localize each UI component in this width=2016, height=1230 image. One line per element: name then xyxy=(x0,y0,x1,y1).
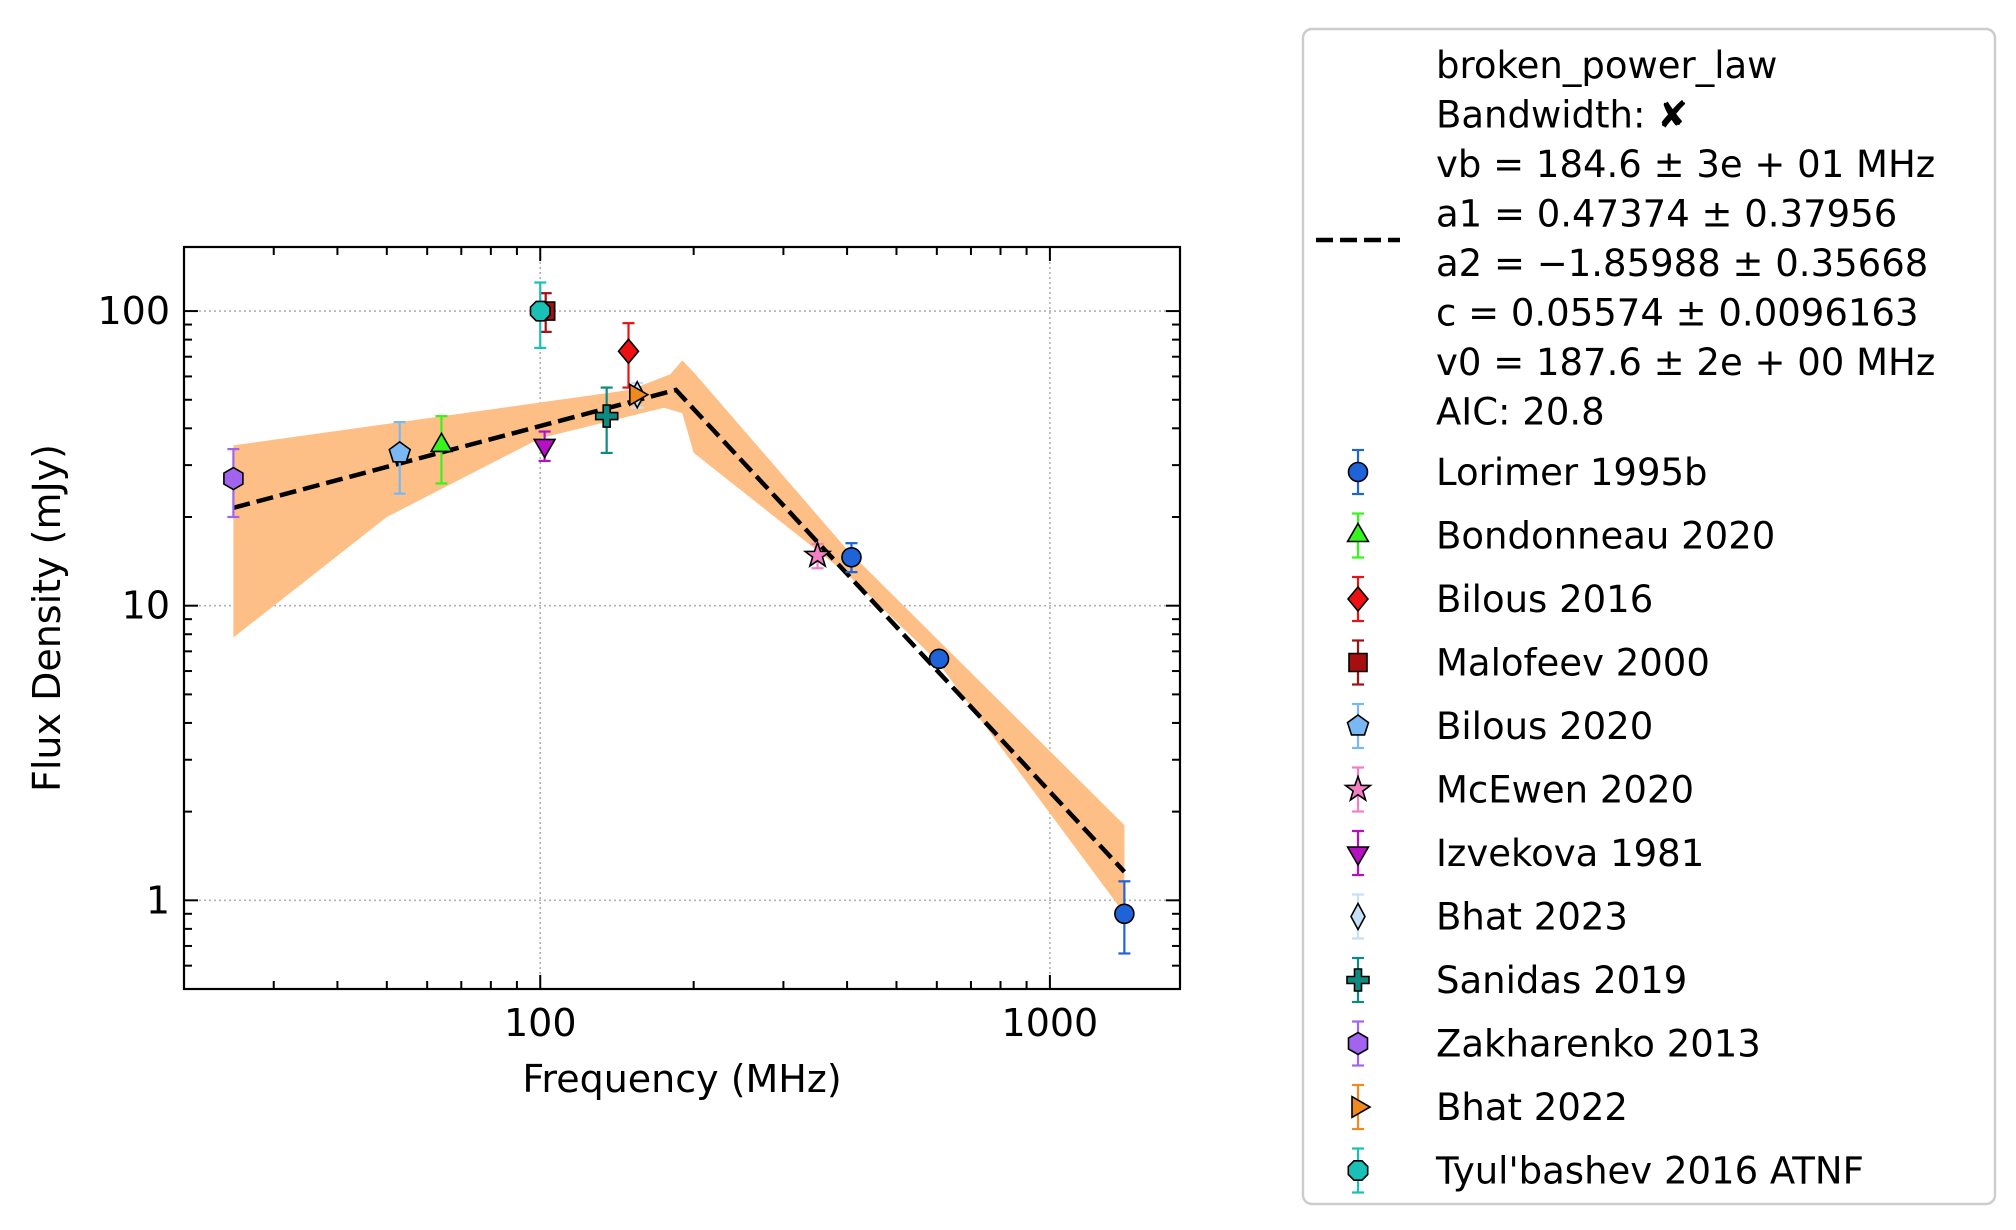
y-tick-label: 100 xyxy=(97,289,170,333)
legend-entry: Bondonneau 2020 xyxy=(1346,512,1775,559)
y-axis-label: Flux Density (mJy) xyxy=(25,444,69,792)
legend-entry: Sanidas 2019 xyxy=(1346,956,1687,1004)
legend-fit-line: v0 = 187.6 ± 2e + 00 MHz xyxy=(1436,341,1935,384)
grid xyxy=(184,247,1180,989)
legend-marker xyxy=(1347,1160,1369,1181)
y-tick-label: 1 xyxy=(146,878,170,922)
legend-entry-label: Bhat 2023 xyxy=(1436,896,1628,939)
legend-fit-line: vb = 184.6 ± 3e + 01 MHz xyxy=(1436,143,1935,186)
y-tick-label: 10 xyxy=(122,584,170,628)
x-axis-label: Frequency (MHz) xyxy=(522,1057,841,1101)
legend-marker xyxy=(1346,968,1370,992)
legend-fit-line: AIC: 20.8 xyxy=(1436,391,1605,434)
data-point xyxy=(388,440,412,463)
fit-curve xyxy=(232,387,1127,874)
legend-entry-label: Bilous 2020 xyxy=(1436,705,1653,748)
fit-uncertainty-band xyxy=(233,360,1125,914)
legend-marker xyxy=(1347,1031,1369,1056)
legend-entry: Bhat 2022 xyxy=(1351,1083,1628,1131)
x-tick-label: 100 xyxy=(504,1001,577,1045)
legend-entry-label: McEwen 2020 xyxy=(1436,769,1694,812)
legend-fit-line: broken_power_law xyxy=(1436,44,1777,87)
tick-layer: 100 1000 1 10 100 xyxy=(97,247,1180,1045)
legend-fit-line: a1 = 0.47374 ± 0.37956 xyxy=(1436,193,1897,236)
fit-uncertainty-band-layer xyxy=(233,360,1125,914)
x-tick-label: 1000 xyxy=(1002,1001,1099,1045)
data-point xyxy=(841,546,862,568)
legend-marker xyxy=(1346,585,1370,613)
data-point xyxy=(802,540,833,568)
legend-marker xyxy=(1351,1095,1372,1119)
data-point xyxy=(594,404,619,428)
legend-entry: Bilous 2020 xyxy=(1346,702,1653,750)
marker-layer xyxy=(223,300,1135,925)
legend-marker xyxy=(1348,652,1368,673)
legend-fit-text: broken_power_law Bandwidth: ✘ vb = 184.6 ±… xyxy=(1436,44,1935,434)
legend-marker xyxy=(1343,774,1373,802)
legend: broken_power_law Bandwidth: ✘ vb = 184.6 ±… xyxy=(1301,27,1997,1206)
legend-entry: Malofeev 2000 xyxy=(1348,639,1710,686)
legend-entry: Zakharenko 2013 xyxy=(1347,1020,1761,1067)
legend-marker xyxy=(1350,901,1366,932)
axes-frame xyxy=(182,245,1182,991)
legend-entry-label: Bhat 2022 xyxy=(1436,1086,1628,1129)
legend-entry: Bhat 2023 xyxy=(1350,893,1628,940)
legend-marker xyxy=(1346,846,1370,867)
legend-fit-line: c = 0.05574 ± 0.0096163 xyxy=(1436,292,1918,335)
legend-entry-label: Zakharenko 2013 xyxy=(1436,1023,1761,1066)
legend-entry-label: Izvekova 1981 xyxy=(1436,832,1704,875)
data-point xyxy=(628,383,650,407)
legend-entries: Lorimer 1995b Bondonneau 2020 Bilous 2016 M… xyxy=(1343,448,1864,1194)
data-point xyxy=(1114,903,1135,925)
legend-entry-label: Tyul'bashev 2016 ATNF xyxy=(1435,1150,1864,1193)
legend-entry-label: Bilous 2016 xyxy=(1436,578,1653,621)
legend-entry-label: Lorimer 1995b xyxy=(1436,451,1708,494)
data-point xyxy=(532,438,557,459)
legend-marker xyxy=(1346,521,1370,543)
legend-entry: McEwen 2020 xyxy=(1343,766,1694,813)
legend-fit-line: a2 = −1.85988 ± 0.35668 xyxy=(1436,242,1928,285)
fit-curve-layer xyxy=(232,387,1127,874)
data-point xyxy=(928,648,950,670)
legend-frame xyxy=(1301,27,1997,1206)
data-point xyxy=(617,338,640,365)
legend-marker xyxy=(1347,461,1369,483)
legend-entry: Lorimer 1995b xyxy=(1347,448,1708,496)
legend-entry: Tyul'bashev 2016 ATNF xyxy=(1347,1147,1864,1194)
legend-entry-label: Malofeev 2000 xyxy=(1436,642,1710,685)
data-point xyxy=(429,431,454,453)
data-point xyxy=(529,300,551,322)
legend-entry: Izvekova 1981 xyxy=(1346,829,1704,877)
legend-entry-label: Sanidas 2019 xyxy=(1436,959,1687,1002)
legend-entry-label: Bondonneau 2020 xyxy=(1436,515,1775,558)
plot-area: 100 1000 1 10 100 xyxy=(97,245,1182,1045)
legend-entry: Bilous 2016 xyxy=(1346,575,1653,623)
data-point xyxy=(223,466,244,491)
legend-marker xyxy=(1346,714,1370,736)
legend-fit-line: Bandwidth: ✘ xyxy=(1436,94,1688,137)
